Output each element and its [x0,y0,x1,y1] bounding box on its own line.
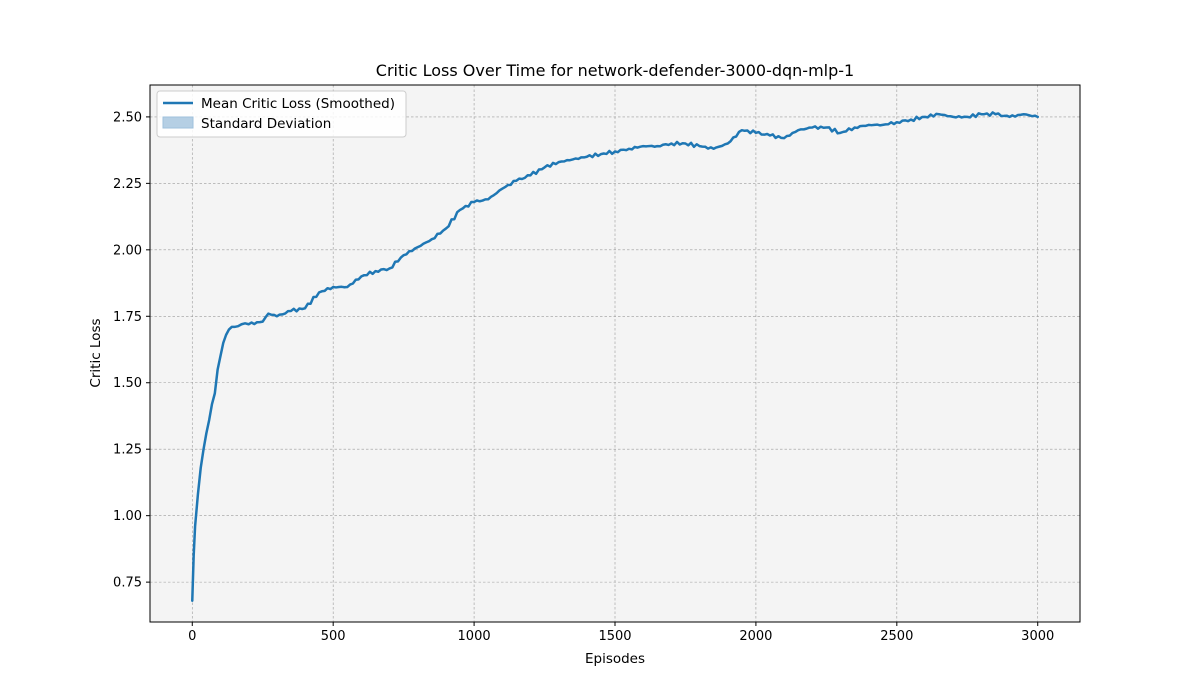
y-tick-label: 2.00 [113,243,142,258]
x-tick-label: 2000 [739,629,772,644]
x-tick-label: 3000 [1021,629,1054,644]
y-tick-label: 0.75 [113,576,142,591]
series-line-mean-critic-loss [191,111,1039,602]
x-tick-label: 2500 [880,629,913,644]
chart-title: Critic Loss Over Time for network-defend… [376,61,854,80]
y-tick-label: 2.25 [113,177,142,192]
y-tick-label: 1.75 [113,310,142,325]
x-tick-label: 1000 [458,629,491,644]
legend-label-mean: Mean Critic Loss (Smoothed) [201,96,395,112]
series-layer [191,111,1039,602]
x-tick-label: 1500 [598,629,631,644]
y-tick-label: 1.25 [113,443,142,458]
x-tick-label: 0 [188,629,196,644]
grid-layer [150,85,1080,622]
x-axis-label: Episodes [585,651,645,667]
legend-box [156,90,407,138]
y-tick-label: 2.50 [113,110,142,125]
legend: Mean Critic Loss (Smoothed) Standard Dev… [156,90,407,138]
ticks-layer: 0 500 1000 1500 2000 2500 3000 0.75 1.00 1.25 1.50… [113,110,1054,644]
legend-patch-swatch [162,116,194,129]
y-tick-label: 1.50 [113,376,142,391]
x-tick-label: 500 [321,629,346,644]
y-tick-label: 1.00 [113,509,142,524]
legend-label-std: Standard Deviation [201,116,331,132]
y-axis-label: Critic Loss [88,318,104,387]
